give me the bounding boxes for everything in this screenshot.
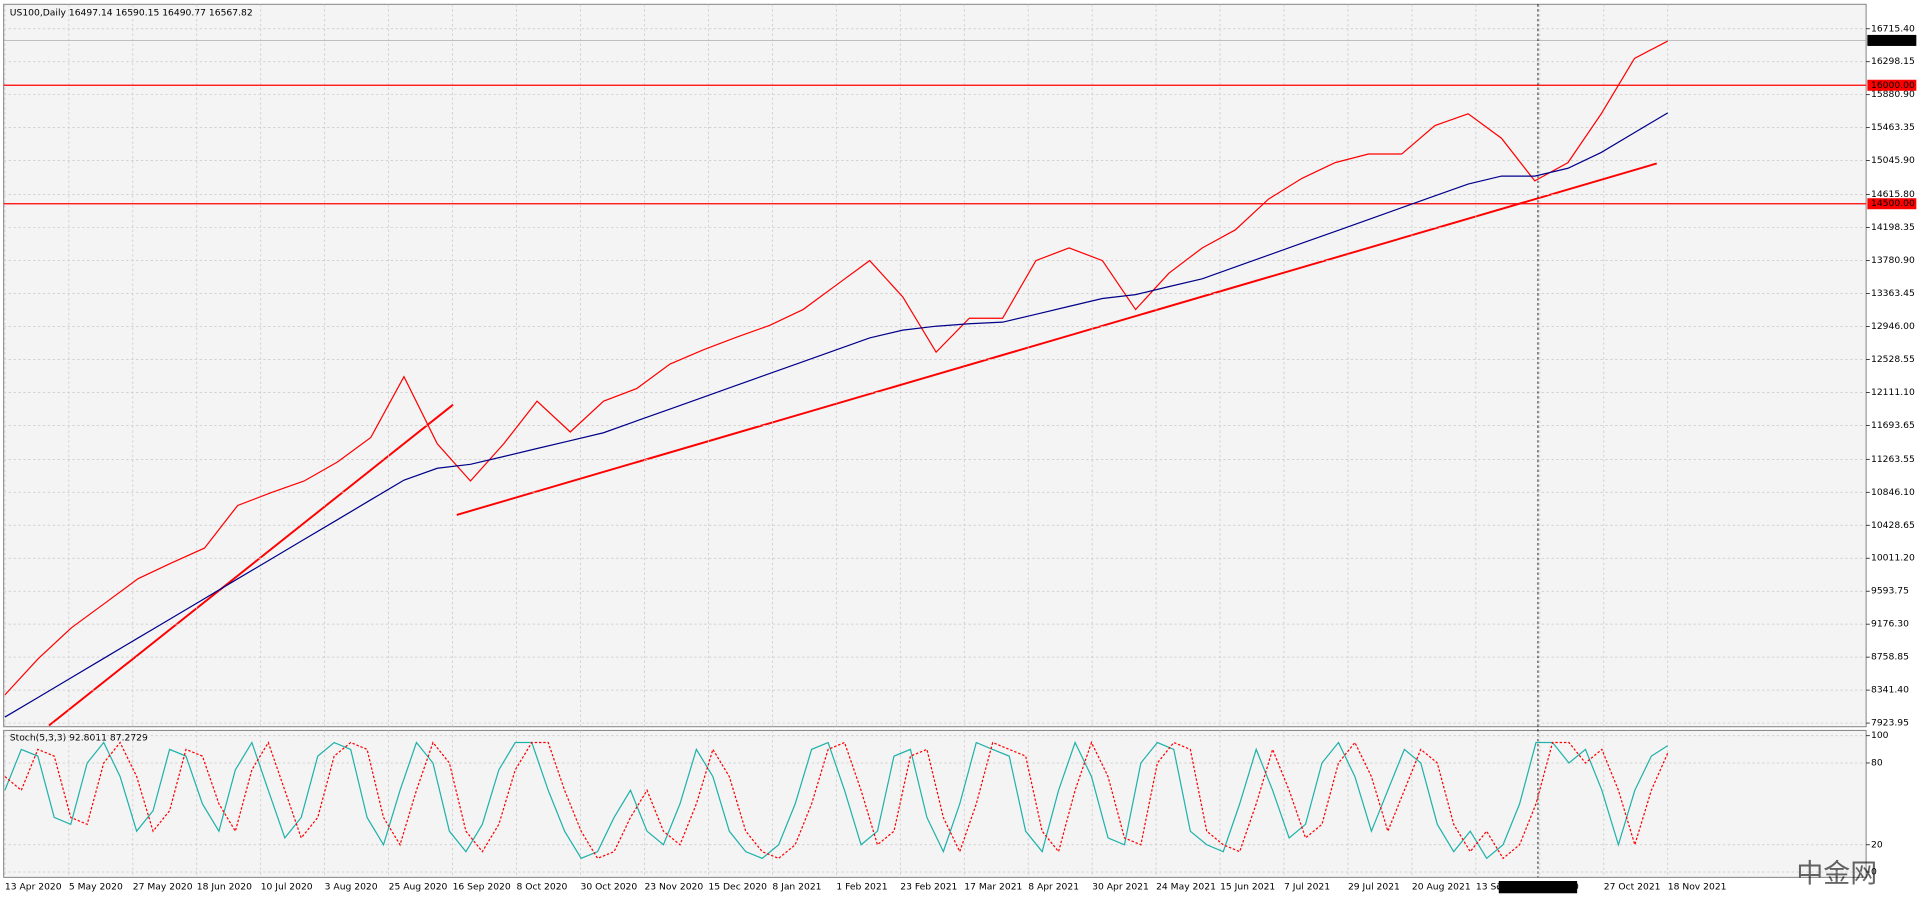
x-tick-label: 7 Jul 2021 (1284, 882, 1330, 893)
price-panel (3, 3, 1867, 728)
x-tick-label: 20 Aug 2021 (1412, 882, 1471, 893)
x-tick-label: 8 Oct 2020 (517, 882, 568, 893)
y-tick-label: 11263.55 (1871, 454, 1915, 465)
x-tick-label: 17 Mar 2021 (964, 882, 1022, 893)
y-tick-label: 12946.00 (1871, 321, 1915, 332)
stoch-panel (3, 729, 1867, 878)
x-tick-label: 23 Feb 2021 (900, 882, 957, 893)
y-tick-label: 12111.10 (1871, 387, 1915, 398)
x-tick-label: 10 Jul 2020 (261, 882, 313, 893)
y-tick-label: 8758.85 (1871, 652, 1909, 663)
series-line (4, 112, 1669, 718)
x-tick-label: 30 Apr 2021 (1092, 882, 1149, 893)
x-tick-label: 27 Oct 2021 (1604, 882, 1661, 893)
trendline (456, 162, 1658, 516)
x-tick-label: 23 Nov 2020 (644, 882, 703, 893)
x-tick-label: 8 Jan 2021 (772, 882, 821, 893)
y-tick-label: 0 (1871, 867, 1877, 878)
x-tick-label: 15 Dec 2020 (708, 882, 767, 893)
y-tick-label: 14615.80 (1871, 189, 1915, 200)
x-tick-label: 1 Feb 2021 (836, 882, 887, 893)
level-tag (1867, 79, 1917, 91)
level-tag (1867, 198, 1917, 210)
series-line (4, 740, 1669, 860)
y-tick-label: 15880.90 (1871, 89, 1915, 100)
y-tick-label: 10011.20 (1871, 553, 1915, 564)
last-price-tag (1867, 34, 1917, 46)
last-price-label: 16567.82 (1871, 35, 1915, 46)
y-tick-label: 10428.65 (1871, 520, 1915, 531)
x-tick-label: 18 Nov 2021 (1668, 882, 1727, 893)
cursor-tag (1498, 881, 1578, 894)
series-line (4, 40, 1669, 696)
y-tick-label: 15045.90 (1871, 155, 1915, 166)
y-tick-label: 13780.90 (1871, 255, 1915, 266)
watermark: 中金网 (1796, 858, 1877, 889)
trendline (48, 403, 454, 727)
x-tick-label: 30 Oct 2020 (581, 882, 638, 893)
x-tick-label: 18 Jun 2020 (197, 882, 252, 893)
y-tick-label: 7923.95 (1871, 718, 1909, 729)
x-tick-label: 13 Apr 2020 (5, 882, 62, 893)
y-tick-label: 10846.10 (1871, 487, 1915, 498)
x-tick-label: 8 Apr 2021 (1028, 882, 1079, 893)
y-tick-label: 8341.40 (1871, 685, 1909, 696)
y-tick-label: 12528.55 (1871, 354, 1915, 365)
x-tick-label: 24 May 2021 (1156, 882, 1216, 893)
y-tick-label: 80 (1871, 757, 1883, 768)
y-tick-label: 16298.15 (1871, 56, 1915, 67)
y-tick-label: 100 (1871, 730, 1889, 741)
y-tick-label: 15463.35 (1871, 122, 1915, 133)
y-tick-label: 9176.30 (1871, 619, 1909, 630)
x-tick-label: 3 Aug 2020 (325, 882, 378, 893)
y-tick-label: 20 (1871, 839, 1883, 850)
level-label: 16000.00 (1871, 80, 1915, 91)
x-tick-label: 5 May 2020 (69, 882, 123, 893)
x-tick-label: 15 Jun 2021 (1220, 882, 1275, 893)
y-tick-label: 14198.35 (1871, 222, 1915, 233)
chart-title: US100,Daily 16497.14 16590.15 16490.77 1… (10, 7, 253, 18)
series-line (4, 740, 1669, 860)
indicator-title: Stoch(5,3,3) 92.8011 87.2729 (10, 732, 148, 743)
x-tick-label: 27 May 2020 (133, 882, 193, 893)
cursor-label: 2021.10.04 00:00 (1497, 882, 1579, 893)
y-tick-label: 16715.40 (1871, 23, 1915, 34)
x-tick-label: 29 Jul 2021 (1348, 882, 1400, 893)
x-tick-label: 25 Aug 2020 (389, 882, 448, 893)
y-tick-label: 9593.75 (1871, 586, 1909, 597)
level-label: 14500.00 (1871, 198, 1915, 209)
y-tick-label: 13363.45 (1871, 288, 1915, 299)
x-tick-label: 16 Sep 2020 (453, 882, 511, 893)
y-tick-label: 11693.65 (1871, 420, 1915, 431)
